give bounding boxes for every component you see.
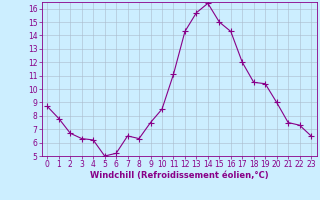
X-axis label: Windchill (Refroidissement éolien,°C): Windchill (Refroidissement éolien,°C) [90,171,268,180]
